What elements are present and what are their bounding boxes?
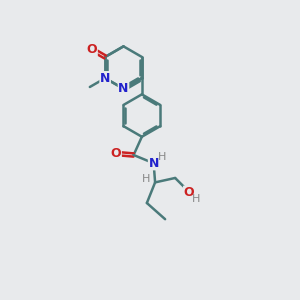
- Text: N: N: [148, 157, 159, 170]
- Text: H: H: [158, 152, 166, 162]
- Text: O: O: [111, 147, 121, 160]
- Text: N: N: [100, 72, 110, 85]
- Text: O: O: [184, 186, 194, 199]
- Text: H: H: [192, 194, 200, 204]
- Text: H: H: [142, 174, 151, 184]
- Text: O: O: [87, 43, 97, 56]
- Text: N: N: [118, 82, 129, 95]
